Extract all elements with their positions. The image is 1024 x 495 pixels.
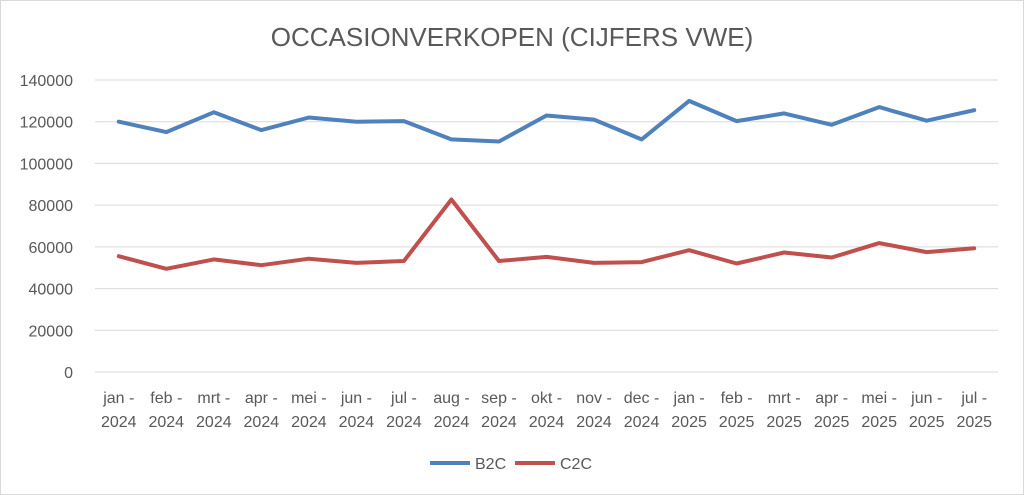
x-tick-label: jun -2025 — [909, 390, 945, 431]
x-tick-label: feb -2025 — [719, 390, 755, 431]
x-tick-label: mrt -2024 — [196, 390, 232, 431]
x-tick-label: aug -2024 — [433, 390, 469, 431]
x-tick-label: jan -2025 — [671, 390, 707, 431]
gridlines — [95, 79, 998, 373]
x-tick-label: apr -2025 — [814, 390, 850, 431]
y-tick-label: 100000 — [20, 156, 73, 173]
x-tick-label: jul -2025 — [956, 390, 992, 431]
x-axis-ticks: jan -2024 feb -2024 mrt -2024 apr -2024 mei … — [101, 390, 992, 431]
x-tick-label: mei -2025 — [861, 390, 897, 431]
chart-title: OCCASIONVERKOPEN (CIJFERS VWE) — [271, 22, 754, 52]
x-tick-label: sep -2024 — [481, 390, 517, 431]
y-tick-label: 40000 — [29, 282, 74, 299]
x-tick-label: nov -2024 — [576, 390, 612, 431]
series-lines — [116, 98, 977, 271]
x-tick-label: apr -2024 — [244, 390, 280, 431]
y-tick-label: 140000 — [20, 73, 73, 90]
x-tick-label: feb -2024 — [148, 390, 184, 431]
series-line-c2c — [116, 197, 977, 271]
y-axis-ticks: 0 20000 40000 60000 80000 100000 120000 140000 — [20, 73, 73, 382]
legend-label-c2c: C2C — [560, 456, 592, 473]
x-tick-label: mrt -2025 — [766, 390, 802, 431]
x-tick-label: mei -2024 — [291, 390, 327, 431]
y-tick-label: 20000 — [29, 323, 74, 340]
x-tick-label: dec -2024 — [624, 390, 660, 431]
legend: B2C C2C — [430, 456, 592, 473]
y-tick-label: 60000 — [29, 240, 74, 257]
legend-label-b2c: B2C — [475, 456, 506, 473]
x-tick-label: okt -2024 — [529, 390, 565, 431]
y-tick-label: 80000 — [29, 198, 74, 215]
x-tick-label: jan -2024 — [101, 390, 137, 431]
y-tick-label: 0 — [64, 365, 73, 382]
series-line-b2c — [116, 98, 977, 144]
x-tick-label: jun -2024 — [339, 390, 375, 431]
y-tick-label: 120000 — [20, 115, 73, 132]
x-tick-label: jul -2024 — [386, 390, 422, 431]
